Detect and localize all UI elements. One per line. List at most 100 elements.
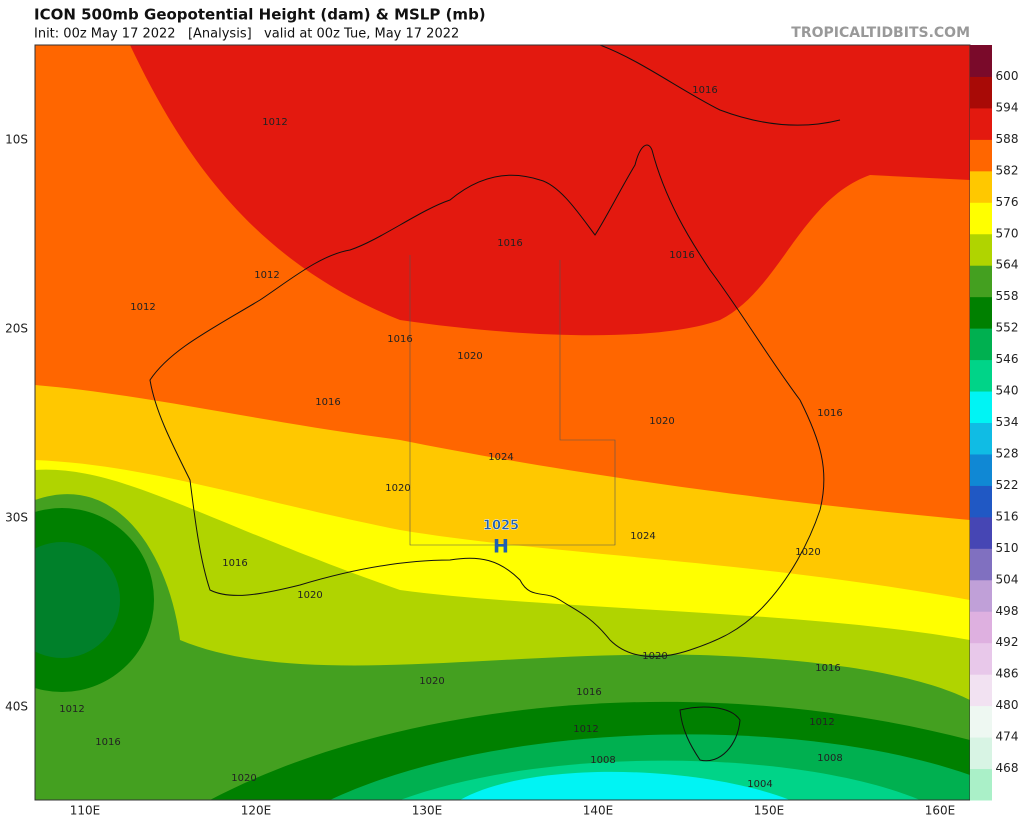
longitude-label: 130E xyxy=(412,804,443,818)
colorbar-swatch xyxy=(970,170,992,203)
colorbar-swatch xyxy=(970,548,992,581)
colorbar-label: 492 xyxy=(996,635,1019,649)
colorbar-label: 480 xyxy=(996,698,1019,712)
colorbar-swatch xyxy=(970,359,992,392)
colorbar-swatch xyxy=(970,422,992,455)
colorbar-swatch xyxy=(970,202,992,235)
colorbar-label: 582 xyxy=(996,163,1019,177)
colorbar-swatch xyxy=(970,296,992,329)
colorbar-label: 516 xyxy=(996,509,1019,523)
isobar-label: 1016 xyxy=(315,397,340,408)
isobar-label: 1016 xyxy=(669,250,694,261)
title: ICON 500mb Geopotential Height (dam) & M… xyxy=(34,6,486,24)
isobar-label: 1016 xyxy=(222,558,247,569)
isobar-label: 1020 xyxy=(419,676,444,687)
colorbar: 468 474 480 486 492 498 504 510 516 522 528 534 540 5… xyxy=(970,45,1018,801)
isobar-label: 1024 xyxy=(630,531,655,542)
colorbar-swatch xyxy=(970,233,992,266)
isobar-label: 1012 xyxy=(130,302,155,313)
colorbar-label: 510 xyxy=(996,541,1019,555)
colorbar-label: 588 xyxy=(996,132,1019,146)
colorbar-label: 498 xyxy=(996,604,1019,618)
isobar-label: 1016 xyxy=(815,663,840,674)
colorbar-label: 576 xyxy=(996,195,1019,209)
colorbar-swatch xyxy=(970,642,992,675)
height-bands xyxy=(35,45,970,800)
colorbar-swatch xyxy=(970,328,992,361)
isobar-label: 1020 xyxy=(385,483,410,494)
isobar-label: 1016 xyxy=(387,334,412,345)
isobar-label: 1012 xyxy=(59,704,84,715)
latitude-label: 20S xyxy=(5,322,28,336)
colorbar-swatch xyxy=(970,768,992,801)
isobar-label: 1012 xyxy=(254,270,279,281)
longitude-label: 110E xyxy=(70,804,101,818)
subtitle: Init: 00z May 17 2022 [Analysis] valid a… xyxy=(34,27,459,42)
isobar-label: 1020 xyxy=(642,651,667,662)
high-symbol: H xyxy=(493,536,509,558)
isobar-label: 1020 xyxy=(649,416,674,427)
band xyxy=(460,771,790,800)
map: 1016 1012 1016 1016 1012 1012 1016 1020 1016 1020… xyxy=(34,44,971,801)
band xyxy=(35,542,120,658)
isobar-label: 1008 xyxy=(590,755,615,766)
isobar-label: 1020 xyxy=(795,547,820,558)
isobar-label: 1016 xyxy=(576,687,601,698)
colorbar-label: 570 xyxy=(996,226,1019,240)
colorbar-label: 534 xyxy=(996,415,1019,429)
watermark: TROPICALTIDBITS.COM xyxy=(791,25,970,41)
isobar-label: 1020 xyxy=(457,351,482,362)
colorbar-swatch xyxy=(970,76,992,109)
colorbar-label: 474 xyxy=(996,730,1019,744)
longitude-label: 150E xyxy=(754,804,785,818)
coastline xyxy=(679,706,741,762)
isobar-label: 1012 xyxy=(573,724,598,735)
coastline xyxy=(599,45,841,126)
colorbar-label: 546 xyxy=(996,352,1019,366)
colorbar-label: 594 xyxy=(996,100,1019,114)
high-pressure: 1025 xyxy=(483,519,519,534)
colorbar-swatch xyxy=(970,453,992,486)
isobar-label: 1016 xyxy=(95,737,120,748)
colorbar-swatch xyxy=(970,737,992,770)
axis-labels: 10S 20S 30S 40S 110E 120E 130E 140E 150E 160E xyxy=(5,133,955,818)
isobar-label: 1016 xyxy=(497,238,522,249)
latitude-label: 40S xyxy=(5,700,28,714)
colorbar-swatch xyxy=(970,139,992,172)
colorbar-label: 552 xyxy=(996,321,1019,335)
isobar-label: 1016 xyxy=(692,85,717,96)
isobar-label: 1020 xyxy=(297,590,322,601)
colorbar-swatch xyxy=(970,45,992,77)
isobar-label: 1016 xyxy=(817,408,842,419)
longitude-label: 160E xyxy=(925,804,956,818)
isobar-label: 1008 xyxy=(817,753,842,764)
colorbar-label: 528 xyxy=(996,446,1019,460)
colorbar-label: 468 xyxy=(996,761,1019,775)
colorbar-swatch xyxy=(970,516,992,549)
colorbar-swatch xyxy=(970,107,992,140)
isobar-label: 1004 xyxy=(747,779,772,790)
colorbar-label: 564 xyxy=(996,258,1019,272)
border xyxy=(409,255,616,546)
isobar-label: 1012 xyxy=(809,717,834,728)
colorbar-swatch xyxy=(970,674,992,707)
coastlines xyxy=(149,45,841,762)
colorbar-swatch xyxy=(970,265,992,298)
longitude-label: 120E xyxy=(241,804,272,818)
colorbar-label: 504 xyxy=(996,572,1019,586)
colorbar-swatch xyxy=(970,579,992,612)
isobar-label: 1012 xyxy=(262,117,287,128)
longitude-label: 140E xyxy=(583,804,614,818)
colorbar-swatch xyxy=(970,485,992,518)
colorbar-label: 522 xyxy=(996,478,1019,492)
isobar-label: 1020 xyxy=(231,773,256,784)
coastline xyxy=(149,144,825,658)
isobar-labels: 1016 1012 1016 1016 1012 1012 1016 1020 1016 1020… xyxy=(59,85,842,790)
latitude-label: 10S xyxy=(5,133,28,147)
colorbar-label: 558 xyxy=(996,289,1019,303)
colorbar-label: 486 xyxy=(996,667,1019,681)
colorbar-label: 540 xyxy=(996,384,1019,398)
colorbar-swatch xyxy=(970,611,992,644)
isobar-label: 1024 xyxy=(488,452,513,463)
